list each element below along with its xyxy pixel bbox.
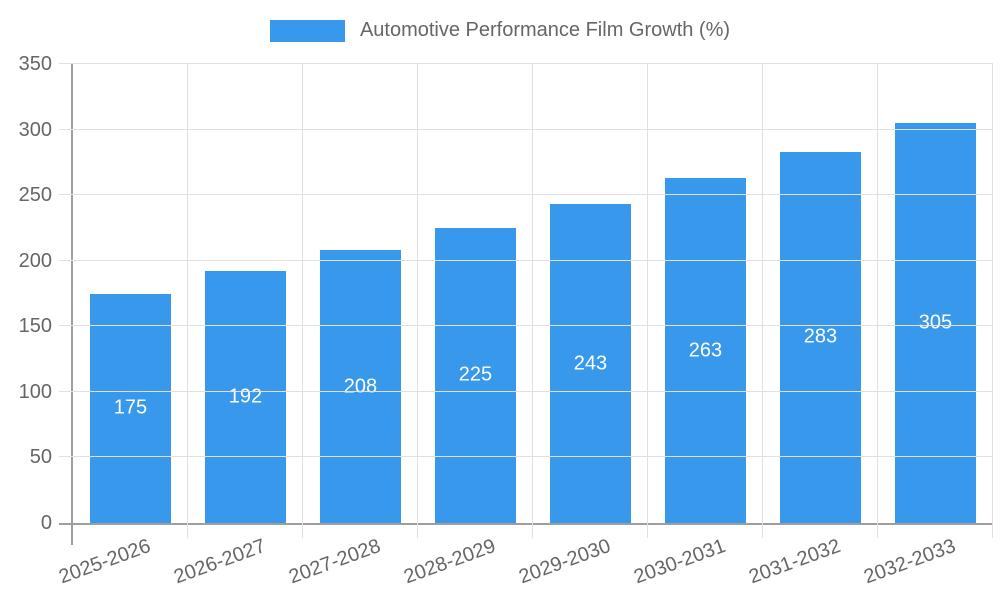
- x-tick-label-2028-2029: 2028-2029: [400, 534, 499, 589]
- legend-label: Automotive Performance Film Growth (%): [359, 19, 731, 41]
- plot-area: 175 192 208 225 243 263 283 305: [59, 63, 993, 545]
- bar-value-label: 263: [688, 339, 723, 362]
- bar-value-label: 208: [343, 375, 378, 398]
- x-tick-label-2026-2027: 2026-2027: [170, 534, 269, 589]
- bar-value-label: 192: [228, 385, 263, 408]
- gridline-y-300: [59, 128, 993, 130]
- y-tick-label-350: 350: [18, 53, 52, 75]
- y-axis-line: [71, 64, 73, 545]
- x-axis-line: [59, 523, 993, 525]
- legend[interactable]: Automotive Performance Film Growth (%): [0, 19, 1000, 42]
- category-2029-2030: 243: [533, 64, 648, 523]
- bar-2026-2027[interactable]: 192: [204, 271, 287, 523]
- gridline-y-350: [59, 63, 993, 64]
- bar-2025-2026[interactable]: 175: [89, 293, 172, 523]
- bars-container: 175 192 208 225 243 263 283 305: [73, 64, 993, 523]
- y-tick-label-0: 0: [40, 512, 52, 534]
- category-2025-2026: 175: [73, 64, 188, 523]
- y-tick-label-200: 200: [18, 249, 52, 272]
- gridline-x-boundary-3: [417, 64, 418, 538]
- y-tick-label-150: 150: [18, 315, 52, 338]
- y-tick-label-50: 50: [29, 446, 52, 469]
- gridline-y-250: [59, 194, 993, 196]
- x-tick-label-2030-2031: 2030-2031: [630, 534, 729, 589]
- y-axis-labels: 0 50 100 150 200 250 300 350: [0, 54, 52, 533]
- bar-value-label: 175: [113, 396, 148, 419]
- bar-2027-2028[interactable]: 208: [319, 250, 402, 523]
- y-tick-label-250: 250: [18, 184, 52, 207]
- bar-2031-2032[interactable]: 283: [779, 151, 862, 523]
- gridline-x-boundary-6: [762, 64, 763, 538]
- y-tick-label-100: 100: [18, 380, 52, 403]
- gridline-x-boundary-1: [187, 64, 188, 538]
- bar-value-label: 243: [573, 352, 608, 375]
- x-tick-label-2029-2030: 2029-2030: [515, 534, 614, 589]
- gridline-y-200: [59, 259, 993, 261]
- x-axis-labels: 2025-2026 2026-2027 2027-2028 2028-2029 2029…: [56, 534, 993, 600]
- x-tick-label-2031-2032: 2031-2032: [745, 534, 844, 589]
- bar-2029-2030[interactable]: 243: [549, 204, 632, 523]
- gridline-x-boundary-2: [302, 64, 303, 538]
- category-2026-2027: 192: [188, 64, 303, 523]
- x-tick-label-2032-2033: 2032-2033: [860, 534, 959, 589]
- bar-2032-2033[interactable]: 305: [894, 123, 977, 523]
- legend-swatch: [269, 19, 345, 42]
- gridline-y-150: [59, 325, 993, 327]
- category-2028-2029: 225: [418, 64, 533, 523]
- gridline-y-100: [59, 390, 993, 392]
- category-2031-2032: 283: [763, 64, 878, 523]
- category-2032-2033: 305: [878, 64, 993, 523]
- gridline-y-50: [59, 456, 993, 458]
- bar-2028-2029[interactable]: 225: [434, 227, 517, 523]
- category-2030-2031: 263: [648, 64, 763, 523]
- bar-value-label: 283: [803, 325, 838, 348]
- gridline-x-boundary-7: [877, 64, 878, 538]
- gridline-x-boundary-5: [647, 64, 648, 538]
- y-tick-label-300: 300: [18, 118, 52, 141]
- gridline-x-boundary-4: [532, 64, 533, 538]
- bar-2030-2031[interactable]: 263: [664, 178, 747, 523]
- bar-value-label: 305: [918, 311, 953, 334]
- category-2027-2028: 208: [303, 64, 418, 523]
- x-tick-label-2027-2028: 2027-2028: [285, 534, 384, 589]
- gridline-x-boundary-8: [992, 64, 993, 538]
- bar-value-label: 225: [458, 363, 493, 386]
